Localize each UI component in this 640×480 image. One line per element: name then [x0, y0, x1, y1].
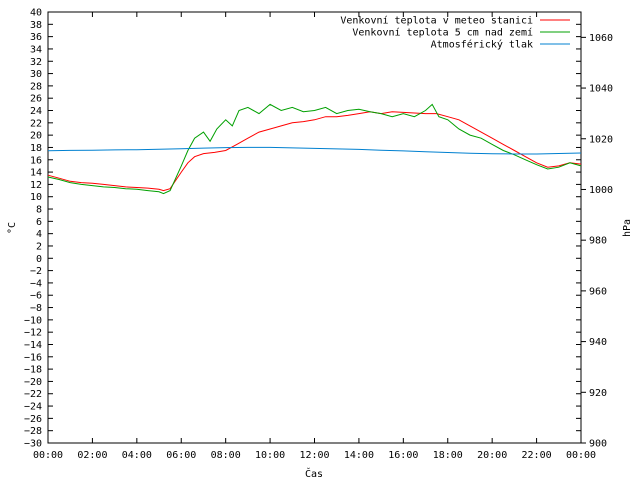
x-axis-label: Čas [305, 467, 323, 480]
y-tick-label-left: 34 [30, 44, 42, 55]
y-tick-label-left: 20 [30, 131, 42, 142]
x-tick-label: 22:00 [522, 450, 552, 461]
y-tick-label-left: 26 [30, 94, 42, 105]
x-tick-label: 12:00 [299, 450, 329, 461]
y-tick-label-right: 900 [589, 439, 607, 450]
y-tick-label-right: 1020 [589, 134, 613, 145]
x-tick-label: 18:00 [433, 450, 463, 461]
y-tick-label-left: 16 [30, 155, 42, 166]
y-tick-label-left: 14 [30, 168, 42, 179]
series-line-2 [47, 146, 582, 155]
y-tick-label-left: −4 [30, 278, 42, 289]
y-axis-label-right: hPa [622, 219, 633, 237]
series-line-1 [47, 103, 582, 195]
y-tick-label-left: −24 [24, 402, 42, 413]
y-tick-label-left: 0 [36, 254, 42, 265]
y-tick-label-left: 30 [30, 69, 42, 80]
y-tick-label-left: −8 [30, 303, 42, 314]
y-tick-label-left: −6 [30, 291, 42, 302]
y-tick-label-left: 2 [36, 241, 42, 252]
y-tick-label-right: 980 [589, 236, 607, 247]
series-layer [47, 103, 582, 195]
y-tick-label-left: 18 [30, 143, 42, 154]
x-tick-label: 20:00 [477, 450, 507, 461]
y-tick-label-left: 8 [36, 205, 42, 216]
legend-label: Venkovní teplota 5 cm nad zemí [352, 27, 533, 39]
x-tick-label: 06:00 [166, 450, 196, 461]
y-tick-label-left: 40 [30, 8, 42, 19]
x-tick-label: 00:00 [33, 450, 63, 461]
y-tick-label-left: −30 [24, 439, 42, 450]
legend: Venkovní teplota v meteo staniciVenkovní… [340, 15, 570, 51]
y-tick-label-left: 24 [30, 106, 42, 117]
y-tick-label-left: 32 [30, 57, 42, 68]
y-tick-label-left: 38 [30, 20, 42, 31]
y-tick-label-left: −22 [24, 389, 42, 400]
y-tick-label-left: 12 [30, 180, 42, 191]
y-tick-label-right: 940 [589, 337, 607, 348]
x-axis: 00:00 02:00 04:00 06:00 08:00 10:00 12:00 14:00… [33, 12, 596, 461]
left-axis: −30−28−26−24−22−20−18−16−14−12−10−8−6−4−… [24, 8, 581, 450]
x-tick-label: 08:00 [211, 450, 241, 461]
x-tick-label: 02:00 [77, 450, 107, 461]
y-tick-label-left: −16 [24, 352, 42, 363]
x-tick-label: 16:00 [388, 450, 418, 461]
y-tick-label-right: 960 [589, 286, 607, 297]
y-tick-label-left: −2 [30, 266, 42, 277]
x-tick-label: 14:00 [344, 450, 374, 461]
y-tick-label-left: 36 [30, 32, 42, 43]
legend-label: Venkovní teplota v meteo stanici [340, 15, 533, 27]
x-tick-label: 00:00 [566, 450, 596, 461]
x-tick-label: 04:00 [122, 450, 152, 461]
legend-label: Atmosférický tlak [431, 39, 533, 51]
y-tick-label-left: 4 [36, 229, 42, 240]
plot-frame [47, 11, 582, 444]
right-axis: 900 920 940 960 980 1000 1020 1040 1060 [581, 33, 613, 450]
y-tick-label-left: −10 [24, 315, 42, 326]
y-tick-label-left: −14 [24, 340, 42, 351]
x-tick-label: 10:00 [255, 450, 285, 461]
y-tick-label-left: −20 [24, 377, 42, 388]
y-tick-label-left: 28 [30, 81, 42, 92]
y-axis-label-left: °C [7, 222, 18, 234]
series-line-0 [47, 111, 582, 192]
y-tick-label-right: 1000 [589, 185, 613, 196]
y-tick-label-left: 6 [36, 217, 42, 228]
y-tick-label-left: −18 [24, 365, 42, 376]
y-tick-label-left: −28 [24, 426, 42, 437]
y-tick-label-left: −12 [24, 328, 42, 339]
y-tick-label-right: 1040 [589, 84, 613, 95]
y-tick-label-right: 1060 [589, 33, 613, 44]
y-tick-label-left: −26 [24, 414, 42, 425]
y-tick-label-right: 920 [589, 388, 607, 399]
y-tick-label-left: 22 [30, 118, 42, 129]
y-tick-label-left: 10 [30, 192, 42, 203]
